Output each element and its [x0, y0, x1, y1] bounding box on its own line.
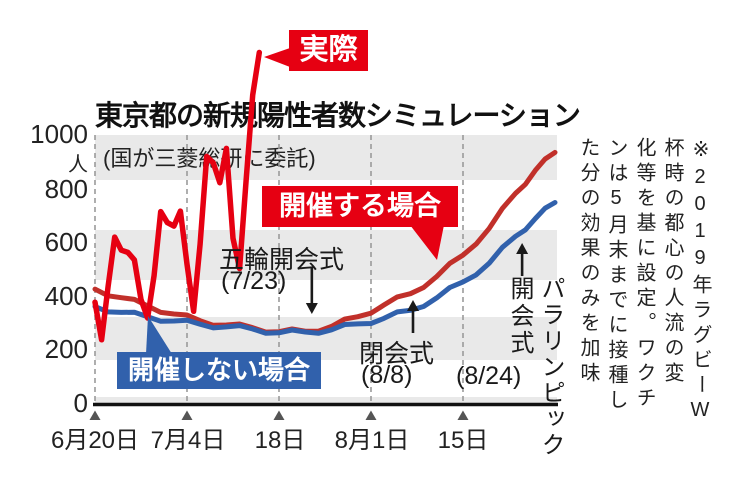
held-scenario-label: 開催する場合: [262, 186, 458, 227]
x-tick-aug15: 15日: [437, 427, 489, 454]
y-tick-400: 400: [44, 281, 88, 311]
paralympics-opening-label: 開会式: [506, 276, 533, 357]
x-tick-jul4: 7月4日: [150, 427, 226, 454]
x-tick-jun20: 6月20日: [50, 427, 140, 454]
actual-line-label: 実際: [289, 30, 368, 71]
y-axis-unit: 人: [68, 154, 88, 176]
actual-label-pointer: [264, 48, 290, 67]
x-tick-jul18: 18日: [254, 427, 306, 454]
olympics-opening-date: (7/23): [221, 267, 287, 295]
y-tick-200: 200: [44, 334, 88, 364]
chart-title: 東京都の新規陽性者数シミュレーション: [95, 100, 581, 131]
chart-subtitle: (国が三菱総研に委託): [103, 146, 316, 171]
paralympics-opening-date: (8/24): [456, 362, 522, 390]
y-tick-800: 800: [44, 174, 88, 204]
not-held-scenario-label: 開催しない場合: [117, 352, 321, 389]
paralympics-label: パラリンピック: [537, 276, 564, 458]
y-tick-600: 600: [44, 227, 88, 257]
closing-ceremony-date: (8/8): [361, 361, 413, 389]
methodology-note: ※2019年ラグビーW 杯時の都心の人流の変 化等を基に設定。ワクチ ンは5月末…: [577, 137, 711, 426]
axis-tick-triangle-icons: [89, 410, 469, 420]
x-tick-aug1: 8月1日: [334, 427, 410, 454]
y-tick-1000: 1000: [30, 119, 88, 149]
y-tick-0: 0: [73, 388, 88, 418]
